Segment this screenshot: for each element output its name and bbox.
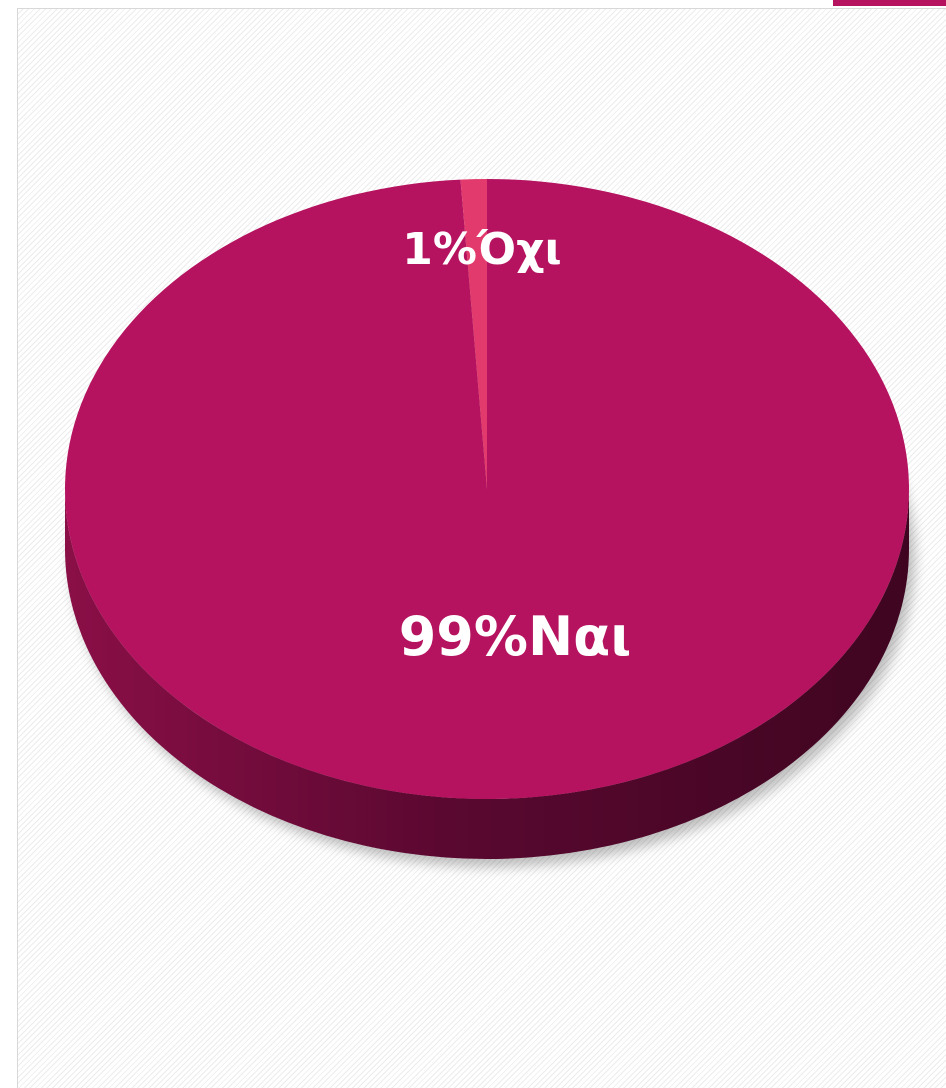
category-label: Ναι (528, 605, 631, 668)
pie-slice (460, 179, 487, 489)
data-label: 1%Όχι (402, 224, 561, 275)
accent-tab (833, 0, 946, 6)
pie: 99%Ναι 1%Όχι (65, 179, 915, 867)
pie-side (65, 489, 909, 859)
value-label: 1% (402, 224, 477, 275)
data-label: 99%Ναι (399, 605, 632, 668)
pie-slice (65, 179, 910, 800)
category-label: Όχι (476, 224, 562, 275)
value-label: 99% (399, 605, 528, 668)
